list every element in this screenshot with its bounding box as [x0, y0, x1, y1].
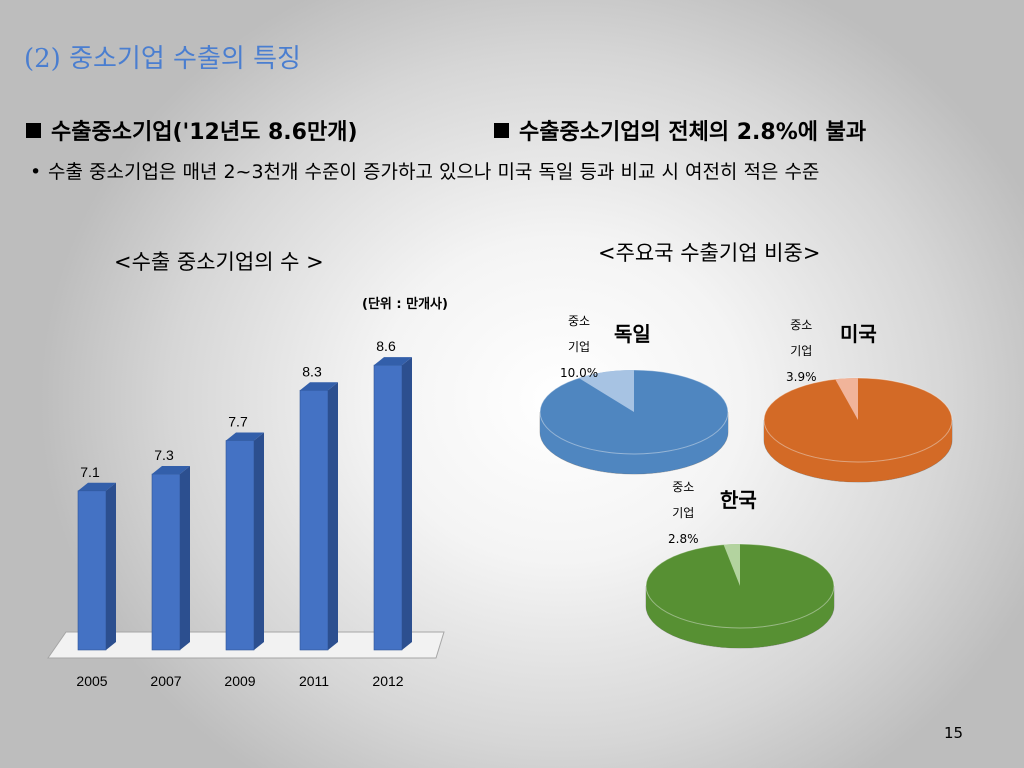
- bar-side: [254, 432, 264, 650]
- bar-chart-title: <수출 중소기업의 수 >: [114, 250, 324, 274]
- pie-독일: [539, 369, 729, 475]
- pie-미국: [763, 377, 953, 483]
- pie-country-name: 독일: [614, 322, 651, 346]
- x-tick-label: 2012: [372, 673, 403, 689]
- pie-한국: [645, 543, 835, 649]
- headline-right-text: 수출중소기업의 전체의 2.8%에 불과: [519, 120, 867, 145]
- pie-slice-label: 중소 기업 10.0%: [560, 314, 599, 380]
- bar-data-label: 7.1: [80, 464, 100, 480]
- bar-side: [328, 382, 338, 650]
- pie-slice-label: 중소 기업 3.9%: [786, 318, 817, 384]
- pie-side-face: [764, 420, 952, 482]
- bar-front: [299, 389, 329, 651]
- headline-left: 수출중소기업('12년도 8.6만개): [26, 114, 358, 146]
- x-tick-label: 2005: [76, 673, 107, 689]
- pie-slice-label: 중소 기업 2.8%: [668, 480, 699, 546]
- bar-side: [106, 482, 116, 650]
- section-title: (2) 중소기업 수출의 특징: [24, 44, 301, 74]
- square-bullet-icon: [26, 123, 41, 138]
- pie-country-name: 한국: [720, 488, 757, 512]
- bar-chart-unit: (단위 : 만개사): [362, 297, 448, 312]
- x-tick-label: 2009: [224, 673, 255, 689]
- bar-top: [300, 382, 338, 391]
- bar-side: [180, 466, 190, 650]
- bar-data-label: 7.7: [228, 414, 248, 430]
- bar-top: [78, 482, 116, 491]
- bar-front: [77, 490, 107, 651]
- headline-right: 수출중소기업의 전체의 2.8%에 불과: [494, 114, 866, 146]
- bar-top: [226, 432, 264, 441]
- bar-data-label: 8.3: [302, 363, 322, 379]
- body-bullet: • 수출 중소기업은 매년 2~3천개 수준이 증가하고 있으나 미국 독일 등…: [30, 158, 890, 186]
- pie-country-name: 미국: [840, 322, 877, 346]
- bar-front: [373, 364, 403, 651]
- pie-slice-sme: [835, 378, 858, 420]
- pie-chart-title: <주요국 수출기업 비중>: [598, 241, 821, 265]
- bar-2012: [373, 357, 412, 651]
- bar-chart: 7.1 2005 7.3 2007 7.7 2009 8.3 2011 8.6 2012: [47, 338, 445, 689]
- bar-2009: [225, 432, 264, 651]
- pie-side-face: [646, 586, 834, 648]
- page-number: 15: [944, 724, 964, 742]
- bar-data-label: 8.6: [376, 338, 396, 354]
- bar-2011: [299, 382, 338, 651]
- bullet-dot-icon: •: [30, 161, 42, 183]
- x-tick-label: 2007: [150, 673, 181, 689]
- bar-front: [151, 473, 181, 651]
- bar-top: [152, 466, 190, 475]
- pie-side-face: [540, 412, 728, 474]
- body-bullet-text: 수출 중소기업은 매년 2~3천개 수준이 증가하고 있으나 미국 독일 등과 …: [48, 161, 820, 183]
- bar-2005: [77, 482, 116, 651]
- square-bullet-icon: [494, 123, 509, 138]
- bar-top: [374, 357, 412, 366]
- headline-left-text: 수출중소기업('12년도 8.6만개): [51, 120, 358, 145]
- bar-data-label: 7.3: [154, 447, 174, 463]
- bar-2007: [151, 466, 190, 651]
- bar-side: [402, 357, 412, 650]
- pie-slice-sme: [578, 370, 634, 412]
- x-tick-label: 2011: [299, 673, 329, 689]
- pie-slice-sme: [723, 544, 740, 586]
